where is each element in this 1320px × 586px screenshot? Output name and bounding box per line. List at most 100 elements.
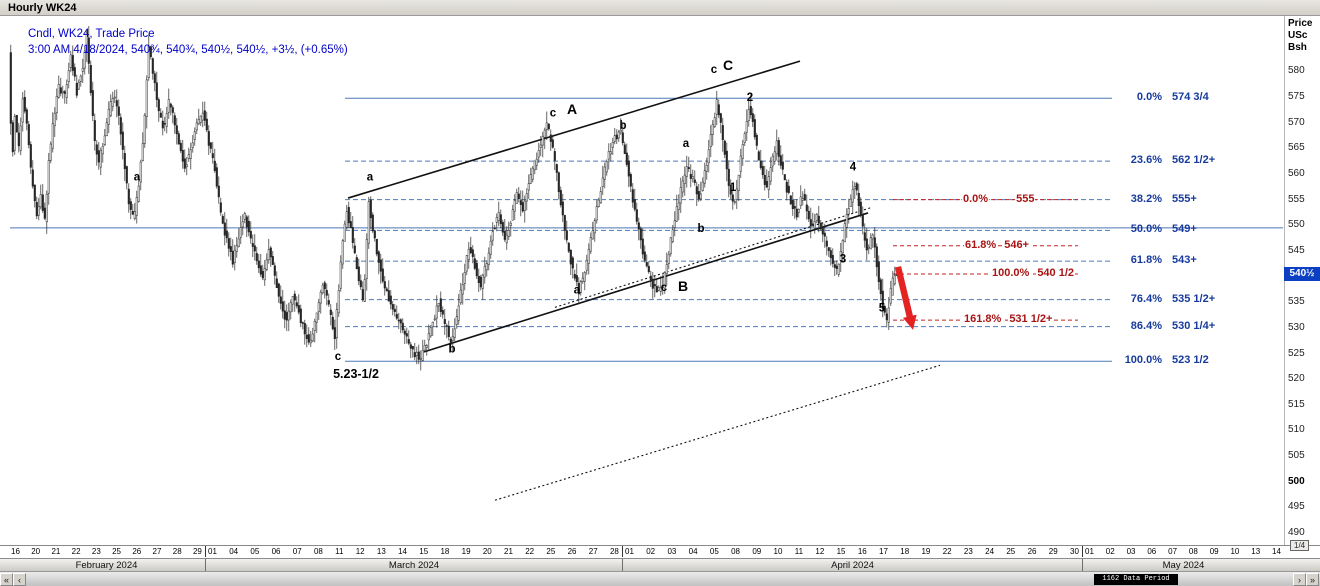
date-label: 01 — [208, 547, 217, 556]
wave-label: 4 — [850, 161, 857, 173]
fib-extension-label: 61.8% 546+ — [964, 238, 1030, 252]
date-label-group: 16 20 21 22 23 25 26 27 28 29 — [8, 547, 205, 556]
price-tick-label: 510 — [1288, 424, 1305, 436]
date-label: 28 — [172, 547, 182, 556]
price-precision-label: 1/4 — [1290, 540, 1310, 551]
legend-line-1: Cndl, WK24, Trade Price — [28, 28, 155, 40]
date-label: 13 — [376, 547, 386, 556]
trend-line — [347, 60, 801, 199]
month-axis: February 2024 March 2024 April 2024 May 202… — [0, 558, 1320, 572]
fib-extension-label: 161.8% 531 1/2+ — [963, 313, 1054, 327]
date-label: 18 — [900, 547, 910, 556]
price-axis-header: Price USc Bsh — [1288, 18, 1313, 53]
scroll-far-left-button[interactable]: « — [0, 573, 13, 586]
date-label: 23 — [91, 547, 101, 556]
date-label: 13 — [1251, 547, 1261, 556]
price-tick-label: 500 — [1288, 475, 1305, 487]
date-label: 09 — [1209, 547, 1219, 556]
trend-line — [554, 206, 873, 308]
wave-label: B — [678, 278, 688, 294]
horizontal-scrollbar[interactable]: «‹ ›» — [0, 571, 1320, 586]
trend-line — [421, 212, 869, 354]
fib-retracement-label: 76.4% 535 1/2+ — [1130, 292, 1216, 305]
wave-label: 5.23-1/2 — [333, 367, 379, 381]
date-label: 27 — [588, 547, 598, 556]
price-tick-label: 495 — [1288, 501, 1305, 513]
price-tick-label: 490 — [1288, 527, 1305, 539]
date-label: 29 — [192, 547, 202, 556]
price-tick-label: 560 — [1288, 167, 1305, 179]
price-tick-label: 580 — [1288, 65, 1305, 77]
scroll-far-right-button[interactable]: » — [1306, 573, 1319, 586]
down-arrow-annotation — [894, 266, 917, 330]
wave-label: 3 — [840, 254, 846, 266]
date-label: 07 — [1168, 547, 1178, 556]
date-label: 06 — [1147, 547, 1157, 556]
trend-line — [494, 364, 941, 501]
wave-label: C — [723, 57, 733, 73]
month-label-april-2024: April 2024 — [622, 559, 1082, 572]
wave-label: A — [567, 101, 577, 117]
last-price-marker: 540½ — [1284, 266, 1320, 281]
wave-label: c — [711, 64, 718, 76]
date-label: 21 — [504, 547, 513, 556]
date-label: 23 — [963, 547, 973, 556]
fib-retracement-label: 23.6% 562 1/2+ — [1130, 154, 1216, 167]
date-label: 12 — [815, 547, 825, 556]
date-label-group: 01 02 03 04 05 08 09 10 11 12 15 16 17 18 19 22 23 24 25 26… — [622, 547, 1082, 556]
wave-label: a — [574, 284, 581, 296]
date-label: 01 — [1085, 547, 1094, 556]
wave-label: c — [661, 282, 668, 294]
price-tick-label: 525 — [1288, 347, 1305, 359]
date-label: 09 — [752, 547, 762, 556]
wave-label: b — [697, 223, 704, 235]
wave-label: a — [367, 172, 374, 184]
price-tick-label: 515 — [1288, 398, 1305, 410]
date-label: 02 — [1105, 547, 1115, 556]
price-tick-label: 555 — [1288, 193, 1305, 205]
date-label: 24 — [985, 547, 995, 556]
date-label: 08 — [1188, 547, 1198, 556]
date-label-group: 01 02 03 06 07 08 09 10 13 14 — [1082, 547, 1284, 556]
candlesticks — [9, 26, 898, 371]
wave-label: a — [683, 138, 690, 150]
date-label: 14 — [1272, 547, 1281, 556]
wave-label: a — [134, 172, 141, 184]
fib-retracement-label: 38.2% 555+ — [1130, 192, 1197, 205]
fib-retracement-label: 0.0% 574 3/4 — [1136, 91, 1209, 104]
scroll-right-button[interactable]: › — [1293, 573, 1306, 586]
axis-separator — [1284, 16, 1285, 546]
price-tick-label: 535 — [1288, 296, 1305, 308]
wave-label: b — [619, 120, 626, 132]
date-label: 06 — [271, 547, 281, 556]
date-label: 22 — [942, 547, 952, 556]
date-label: 22 — [525, 547, 535, 556]
wave-label: 1 — [730, 182, 737, 194]
date-label: 01 — [625, 547, 634, 556]
wave-label: b — [448, 343, 455, 355]
date-label: 30 — [1070, 547, 1079, 556]
chart-legend: Cndl, WK24, Trade Price 3:00 AM 4/18/202… — [28, 26, 348, 58]
legend-line-2: 3:00 AM 4/18/2024, 540¾, 540¾, 540½, 540… — [28, 44, 348, 56]
fib-extension-label: 0.0% 555 — [962, 192, 1036, 206]
price-tick-label: 520 — [1288, 373, 1305, 385]
date-label: 15 — [836, 547, 846, 556]
date-label: 03 — [667, 547, 677, 556]
price-tick-label: 530 — [1288, 321, 1305, 333]
wave-label: 5 — [879, 302, 886, 314]
date-label: 19 — [921, 547, 931, 556]
date-label: 15 — [419, 547, 429, 556]
date-label: 04 — [688, 547, 698, 556]
wave-label: 2 — [747, 92, 753, 104]
scroll-left-button[interactable]: ‹ — [13, 573, 26, 586]
date-label: 25 — [546, 547, 556, 556]
date-label: 25 — [112, 547, 121, 556]
title-bar: Hourly WK24 — [0, 0, 1320, 16]
fib-retracement-label: 100.0% 523 1/2 — [1124, 354, 1209, 367]
date-label: 20 — [31, 547, 41, 556]
fib-retracement-label: 61.8% 543+ — [1130, 254, 1197, 267]
date-label: 17 — [879, 547, 888, 556]
